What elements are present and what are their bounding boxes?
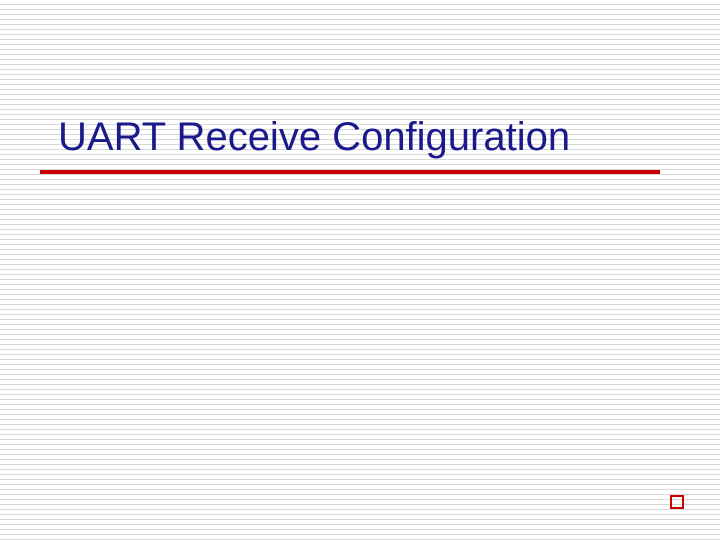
slide-title: UART Receive Configuration xyxy=(58,115,570,160)
corner-decoration-box xyxy=(670,495,684,509)
slide-container: UART Receive Configuration xyxy=(0,0,720,540)
title-underline xyxy=(40,170,660,174)
